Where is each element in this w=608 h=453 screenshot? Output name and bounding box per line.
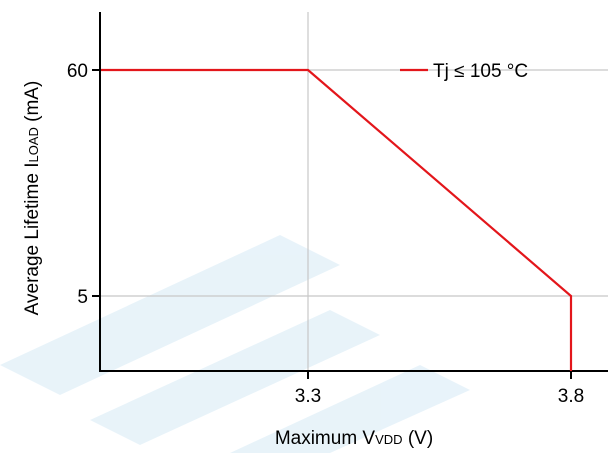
series-line-tj-105 (101, 68, 573, 371)
x-axis-label: Maximum VVDD (V) (275, 428, 433, 449)
x-tick-label-3.3: 3.3 (295, 386, 321, 407)
y-axis-label: Average Lifetime ILOAD (mA) (22, 81, 43, 316)
legend-label: Tj ≤ 105 °C (433, 61, 528, 82)
y-tick-label-5: 5 (77, 287, 88, 308)
watermark-graphic (0, 235, 470, 453)
axes (92, 12, 608, 379)
x-tick-label-3.8: 3.8 (558, 386, 584, 407)
legend: Tj ≤ 105 °C (400, 61, 528, 82)
y-tick-label-60: 60 (67, 61, 88, 82)
